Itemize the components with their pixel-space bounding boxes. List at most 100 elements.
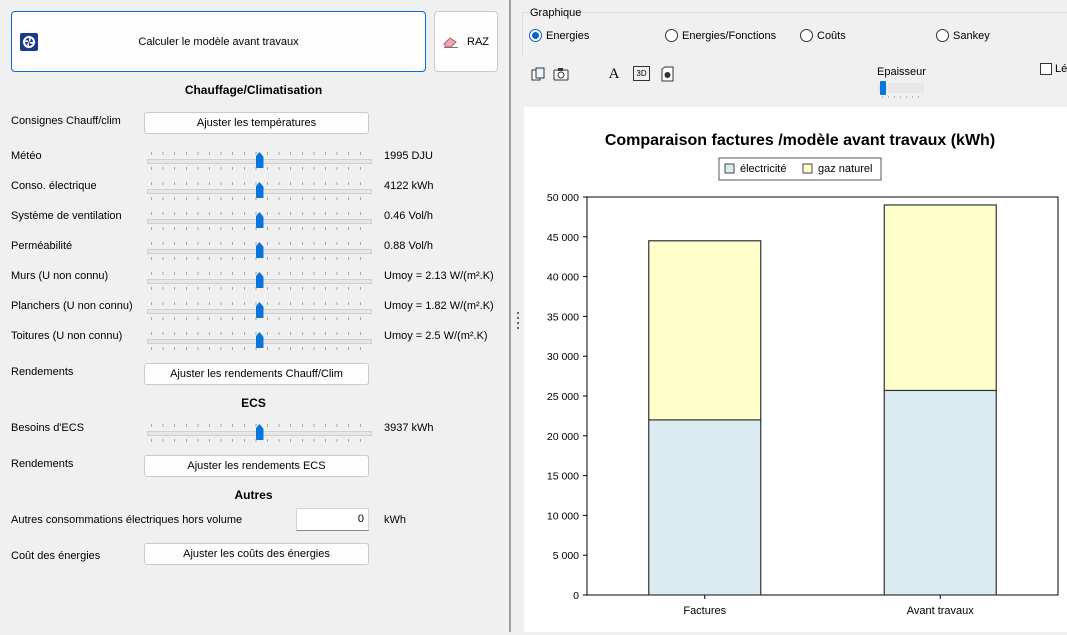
bar-0-0 [648, 419, 762, 596]
camera-icon[interactable] [553, 66, 569, 82]
radio-label-energies: Energies [546, 29, 590, 42]
autres-label: Autres consommations électriques hors vo… [11, 514, 243, 526]
radio-dot-couts[interactable] [800, 29, 813, 42]
slider-label-ventilation: Système de ventilation [11, 210, 122, 222]
y-tick-label: 40 000 [547, 272, 579, 284]
slider-label-planchers: Planchers (U non connu) [11, 300, 133, 312]
radio-dot-sankey[interactable] [936, 29, 949, 42]
calculator-logo-icon [20, 33, 38, 51]
slider-value-conso-electrique: 4122 kWh [384, 180, 434, 192]
legend-checkbox[interactable]: Lé [1040, 63, 1067, 75]
consignes-label: Consignes Chauff/clim [11, 115, 121, 127]
slider-thumb[interactable] [255, 242, 264, 258]
slider-label-murs: Murs (U non connu) [11, 270, 109, 282]
chart-area: Comparaison factures /modèle avant trava… [524, 107, 1067, 632]
legend-label-1: gaz naturel [818, 163, 872, 175]
chart-title: Comparaison factures /modèle avant trava… [605, 132, 995, 149]
section-title-autres: Autres [234, 488, 273, 502]
y-tick-label: 15 000 [547, 471, 579, 483]
slider-thumb[interactable] [255, 152, 264, 168]
bar-1-0 [883, 389, 997, 596]
slider-permeabilite[interactable] [147, 242, 372, 260]
slider-thumb[interactable] [255, 424, 264, 440]
y-tick-label: 35 000 [547, 311, 579, 323]
legend-checkbox-box[interactable] [1040, 63, 1052, 75]
slider-meteo[interactable] [147, 152, 372, 170]
slider-label-ecs: Besoins d'ECS [11, 422, 85, 434]
slider-label-permeabilite: Perméabilité [11, 240, 73, 252]
section-title-heating: Chauffage/Climatisation [184, 83, 323, 97]
slider-conso-electrique[interactable] [147, 182, 372, 200]
splitter-grip-icon[interactable] [516, 312, 520, 332]
radio-label-sankey: Sankey [953, 29, 990, 42]
y-tick-label: 45 000 [547, 232, 579, 244]
slider-value-meteo: 1995 DJU [384, 150, 433, 162]
adjust-couts-button[interactable]: Ajuster les coûts des énergies [144, 543, 369, 565]
calculate-model-button[interactable]: Calculer le modèle avant travaux [11, 11, 426, 72]
raz-label: RAZ [467, 36, 489, 48]
legend-swatch-0 [724, 163, 735, 174]
slider-value-ecs: 3937 kWh [384, 422, 434, 434]
left-panel: Calculer le modèle avant travaux RAZ Cha… [0, 0, 507, 632]
3d-icon[interactable]: 3D [633, 66, 650, 81]
adjust-rendements-ecs-button[interactable]: Ajuster les rendements ECS [144, 455, 369, 477]
slider-thumb[interactable] [255, 332, 264, 348]
slider-ecs[interactable] [147, 424, 372, 442]
autres-consommations-input[interactable]: 0 [296, 508, 369, 531]
cout-label: Coût des énergies [11, 550, 101, 562]
bar-0-1 [648, 240, 762, 421]
legend-checkbox-label: Lé [1055, 63, 1067, 75]
slider-label-toitures: Toitures (U non connu) [11, 330, 123, 342]
radio-sankey[interactable]: Sankey [936, 29, 990, 42]
rendements-ecs-label: Rendements [11, 458, 74, 470]
epaisseur-slider[interactable] [878, 80, 924, 98]
font-icon[interactable]: A [608, 65, 620, 82]
radio-dot-energies[interactable] [529, 29, 542, 42]
x-tick-label: Factures [683, 605, 726, 617]
slider-label-meteo: Météo [11, 150, 42, 162]
bar-1-1 [883, 204, 997, 392]
graphique-group [522, 12, 1067, 56]
y-tick-label: 5 000 [553, 550, 579, 562]
copy-icon[interactable] [530, 66, 546, 82]
radio-energies-fonctions[interactable]: Energies/Fonctions [665, 29, 776, 42]
y-tick-label: 10 000 [547, 510, 579, 522]
epaisseur-thumb[interactable] [880, 81, 886, 95]
y-tick-label: 25 000 [547, 391, 579, 403]
adjust-rendements-button[interactable]: Ajuster les rendements Chauff/Clim [144, 363, 369, 385]
y-tick-label: 50 000 [547, 192, 579, 204]
slider-thumb[interactable] [255, 302, 264, 318]
slider-value-toitures: Umoy = 2.5 W/(m².K) [384, 330, 488, 342]
slider-value-planchers: Umoy = 1.82 W/(m².K) [384, 300, 494, 312]
energy-chart: Comparaison factures /modèle avant trava… [547, 132, 1059, 617]
rendements-label: Rendements [11, 366, 74, 378]
y-tick-label: 30 000 [547, 351, 579, 363]
slider-thumb[interactable] [255, 212, 264, 228]
slider-murs[interactable] [147, 272, 372, 290]
adjust-temperatures-button[interactable]: Ajuster les températures [144, 112, 369, 134]
raz-button[interactable]: RAZ [434, 11, 498, 72]
chart-legend-box [718, 157, 882, 181]
legend-swatch-1 [802, 163, 813, 174]
slider-thumb[interactable] [255, 182, 264, 198]
eraser-icon [443, 37, 458, 48]
slider-ventilation[interactable] [147, 212, 372, 230]
radio-couts[interactable]: Coûts [800, 29, 846, 42]
slider-thumb[interactable] [255, 272, 264, 288]
legend-label-0: électricité [740, 163, 786, 175]
slider-toitures[interactable] [147, 332, 372, 350]
slider-planchers[interactable] [147, 302, 372, 320]
radio-dot-energies-fonctions[interactable] [665, 29, 678, 42]
radio-label-energies-fonctions: Energies/Fonctions [682, 29, 777, 42]
radio-label-couts: Coûts [817, 29, 846, 42]
radio-energies[interactable]: Energies [529, 29, 589, 42]
graphique-group-title: Graphique [529, 7, 583, 19]
calculate-model-label: Calculer le modèle avant travaux [138, 35, 299, 48]
panel-splitter[interactable] [508, 0, 512, 632]
export-icon[interactable] [659, 66, 675, 82]
section-title-ecs: ECS [241, 396, 266, 410]
slider-value-murs: Umoy = 2.13 W/(m².K) [384, 270, 494, 282]
y-tick-label: 20 000 [547, 431, 579, 443]
y-tick-label: 0 [573, 590, 579, 602]
slider-label-conso-electrique: Conso. électrique [11, 180, 97, 192]
